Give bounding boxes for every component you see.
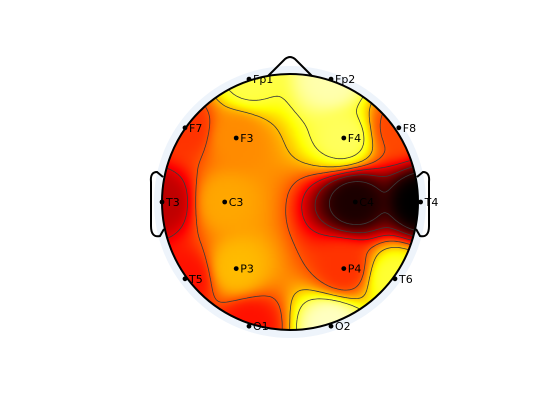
electrode-dot-t3 xyxy=(159,199,165,205)
electrode-dot-c4 xyxy=(352,199,358,205)
electrode-dot-p3 xyxy=(233,266,239,271)
electrode-dot-fp1 xyxy=(246,76,252,82)
electrode-label-f3: F3 xyxy=(240,132,253,145)
electrode-label-t6: T6 xyxy=(398,273,413,286)
left-ear xyxy=(149,170,165,238)
electrode-label-fp1: Fp1 xyxy=(253,73,273,86)
nose xyxy=(267,56,313,77)
electrode-dot-f8 xyxy=(396,125,402,131)
electrode-dot-f3 xyxy=(233,135,239,141)
right-ear xyxy=(415,170,431,238)
electrode-dot-o2 xyxy=(328,323,334,329)
electrode-label-o1: O1 xyxy=(253,320,269,333)
electrode-label-t4: T4 xyxy=(424,196,439,209)
electrode-dot-c3 xyxy=(222,199,228,205)
electrode-label-f4: F4 xyxy=(348,132,361,145)
electrode-dot-t4 xyxy=(418,199,423,205)
electrode-dot-p4 xyxy=(341,266,347,271)
electrode-dot-fp2 xyxy=(328,76,334,82)
scalp-heatmap xyxy=(162,74,418,330)
electrode-dot-f7 xyxy=(182,125,188,131)
electrode-label-p4: P4 xyxy=(348,263,362,276)
electrode-label-o2: O2 xyxy=(335,320,351,333)
electrodes: Fp1 Fp2 F7 F3 F4 F8 T3 C3 C4 T4 T5 P3 P4 T6 O1 O2 xyxy=(159,73,439,333)
electrode-label-f7: F7 xyxy=(189,122,202,135)
electrode-label-t5: T5 xyxy=(188,273,203,286)
electrode-label-c4: C4 xyxy=(359,196,374,209)
electrode-label-fp2: Fp2 xyxy=(335,73,355,86)
electrode-label-p3: P3 xyxy=(240,263,254,276)
electrode-label-f8: F8 xyxy=(403,122,416,135)
electrode-dot-t5 xyxy=(182,276,188,282)
electrode-label-c3: C3 xyxy=(229,196,244,209)
electrode-dot-t6 xyxy=(392,276,398,282)
electrode-label-t3: T3 xyxy=(165,196,180,209)
electrode-dot-f4 xyxy=(341,135,347,141)
electrode-dot-o1 xyxy=(246,323,252,329)
